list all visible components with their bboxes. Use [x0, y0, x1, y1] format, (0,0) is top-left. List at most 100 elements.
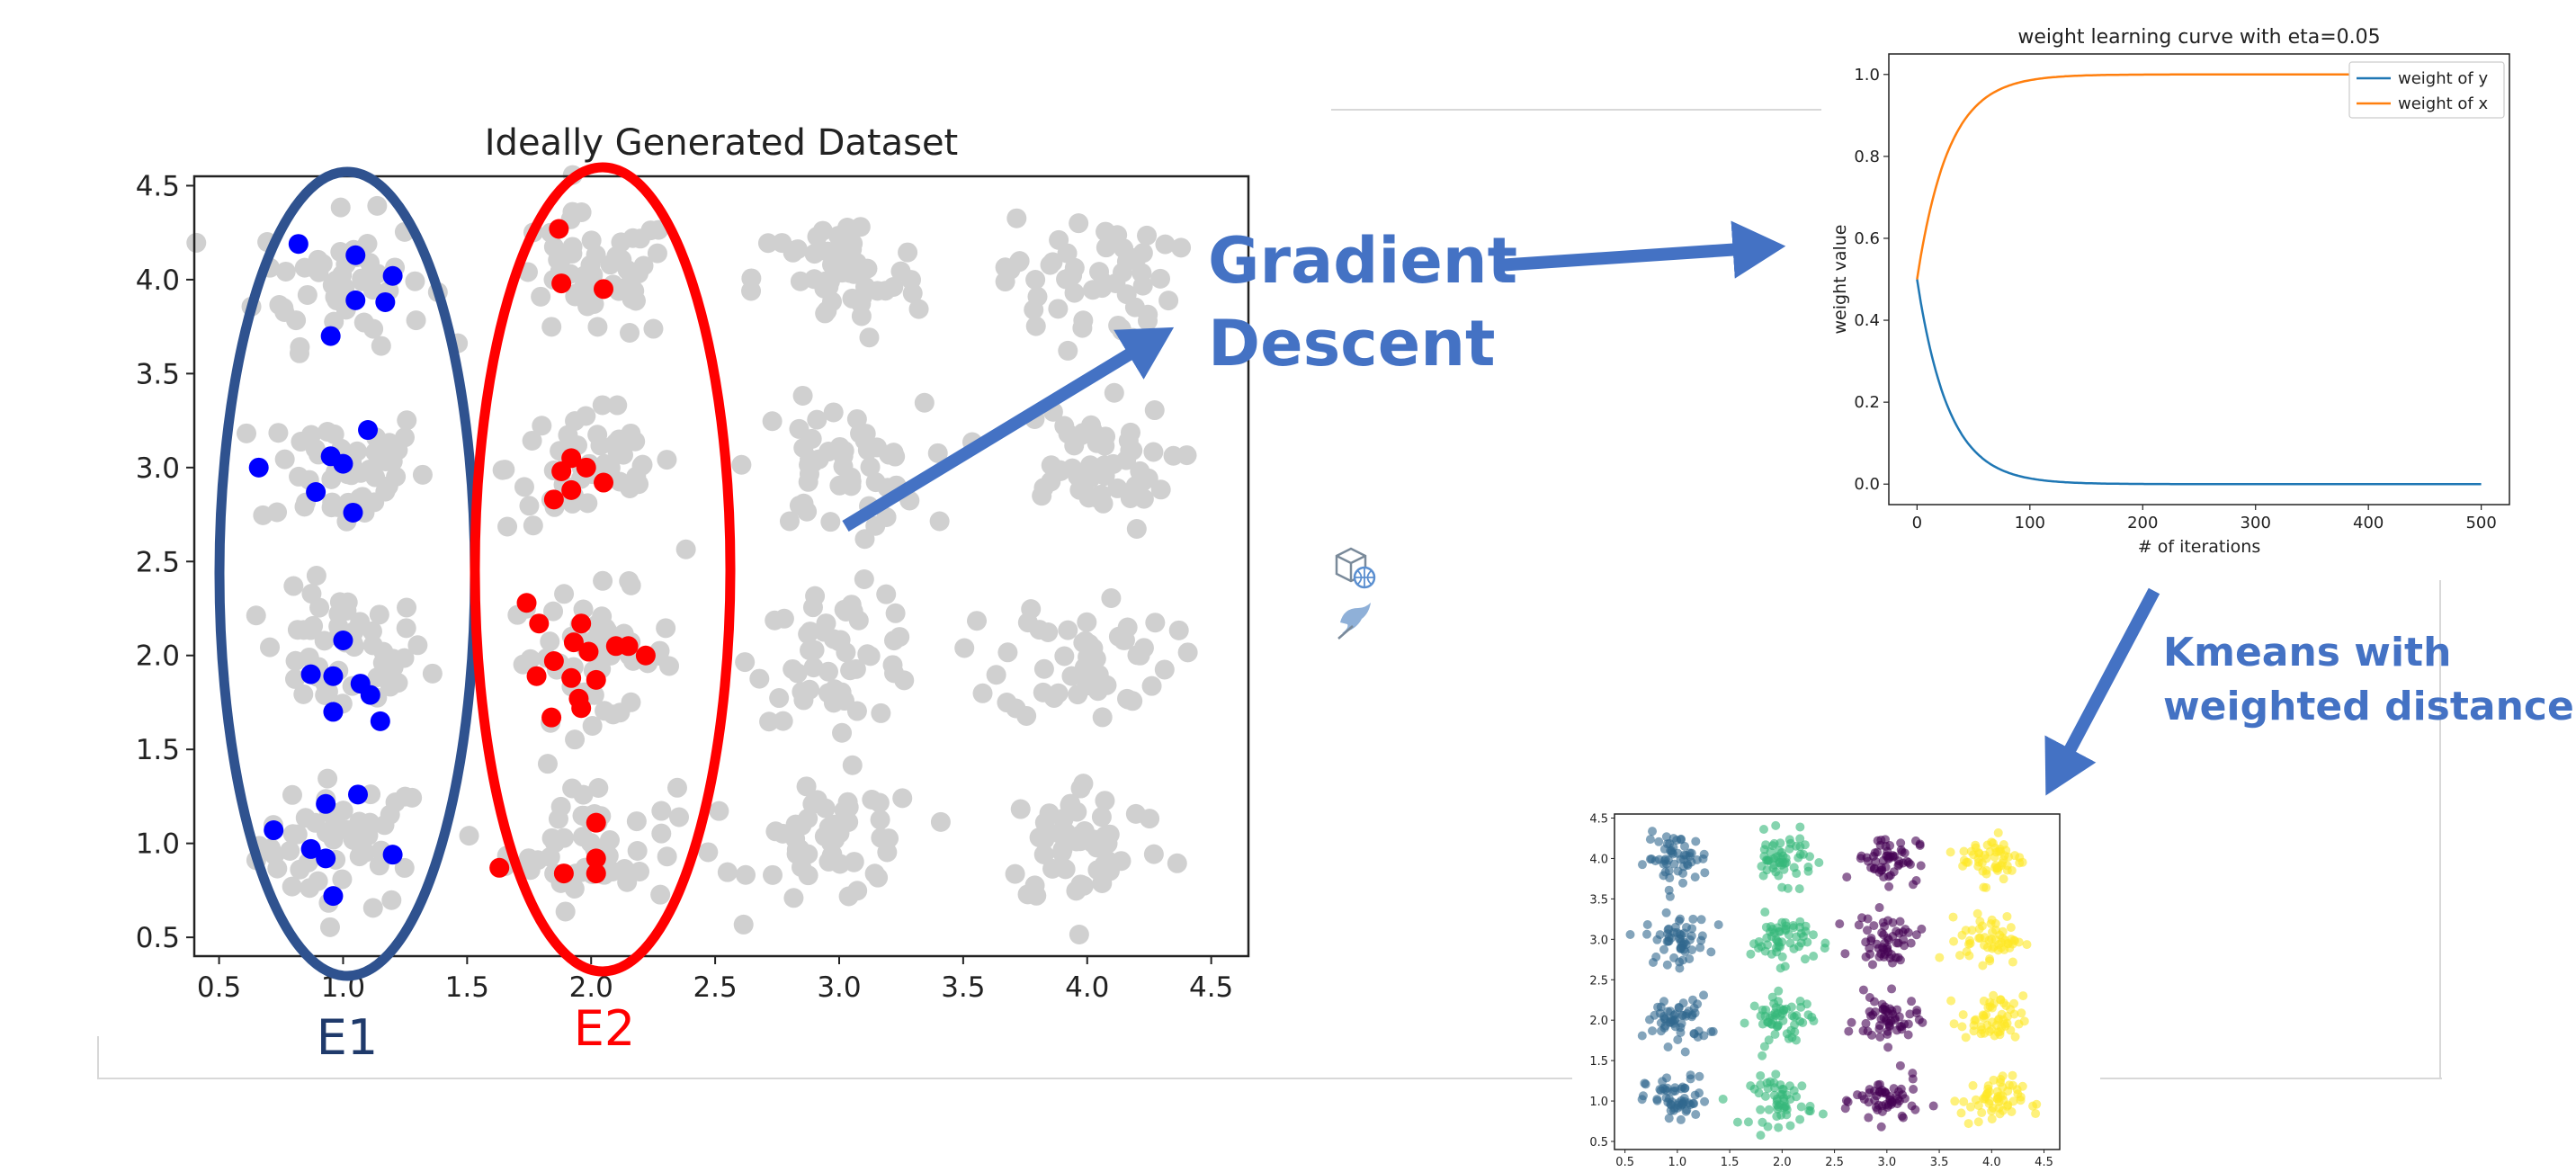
kmeans-point — [1699, 1031, 1709, 1041]
kmeans-point — [1794, 884, 1804, 894]
kmeans-point — [1883, 846, 1892, 856]
gray-point — [898, 242, 918, 263]
kmeans-point — [1867, 960, 1877, 970]
legend-entry: weight of y — [2398, 69, 2488, 88]
gray-point — [698, 842, 719, 863]
gray-point — [857, 644, 878, 665]
gray-point — [749, 668, 770, 689]
kmeans-point — [1800, 840, 1810, 850]
kmeans-point — [1754, 936, 1764, 946]
kmeans-point — [1880, 1087, 1890, 1097]
kmeans-point — [1663, 1042, 1673, 1052]
gray-point — [289, 343, 309, 363]
gray-point — [293, 620, 314, 640]
gray-point — [807, 409, 827, 430]
gray-point — [564, 879, 585, 899]
gray-point — [316, 822, 336, 843]
kmeans-point — [1689, 1029, 1699, 1039]
kmeans-point — [1844, 1026, 1854, 1036]
gray-point — [1056, 269, 1077, 290]
kmeans-point — [1642, 929, 1652, 939]
kmeans-point — [1999, 874, 2008, 884]
gray-point — [779, 511, 800, 532]
kmeans-point — [1978, 1010, 1988, 1020]
gray-point — [796, 776, 817, 797]
gray-point — [757, 233, 778, 254]
kmeans-point — [1680, 841, 1690, 851]
gray-point — [1069, 479, 1090, 500]
kmeans-point — [1691, 1110, 1701, 1120]
kmeans-point — [2008, 1096, 2018, 1106]
gray-point — [565, 411, 586, 432]
e1-point — [345, 290, 366, 310]
e1-point — [248, 457, 269, 478]
e1-point — [345, 245, 366, 265]
e2-point — [571, 698, 592, 719]
kmeans-point — [1763, 1084, 1773, 1094]
y-tick-label: 4.0 — [136, 264, 180, 297]
kmeans-point — [1970, 1015, 1980, 1025]
gray-point — [1006, 208, 1027, 228]
gray-point — [573, 784, 594, 805]
gray-point — [289, 466, 309, 487]
gray-point — [829, 823, 850, 844]
kmeans-point — [1999, 944, 2009, 954]
gray-point — [613, 444, 633, 465]
gray-point — [814, 622, 835, 642]
y-tick-label: 4.5 — [136, 170, 180, 202]
kmeans-point — [1698, 854, 1708, 863]
y-tick-label: 4.5 — [1589, 812, 1608, 826]
e2-point — [586, 848, 606, 869]
gray-point — [1171, 237, 1192, 258]
gray-point — [834, 801, 854, 821]
kmeans-point — [1959, 1096, 1969, 1106]
y-tick-label: 0.4 — [1854, 311, 1880, 330]
gray-point — [1176, 445, 1197, 466]
x-tick-label: 0.5 — [197, 971, 241, 1004]
kmeans-point — [2019, 1016, 2029, 1026]
gray-point — [792, 857, 812, 878]
gray-point — [967, 611, 988, 631]
gray-point — [260, 637, 281, 658]
e1-point — [323, 666, 344, 686]
gray-point — [326, 270, 346, 291]
e1-point — [323, 886, 344, 907]
kmeans-point — [1864, 1113, 1874, 1123]
kmeans-point — [1766, 922, 1775, 932]
kmeans-point — [1718, 1094, 1728, 1104]
kmeans-point — [1763, 1122, 1773, 1132]
gray-point — [1133, 488, 1154, 509]
kmeans-point — [1648, 827, 1658, 837]
gray-point — [577, 493, 598, 514]
kmeans-point — [1987, 1106, 1997, 1116]
gray-point — [1104, 382, 1124, 403]
y-tick-label: 3.0 — [1589, 934, 1608, 947]
kmeans-point — [1674, 1003, 1684, 1013]
kmeans-point — [1869, 921, 1879, 931]
kmeans-point — [1818, 1109, 1828, 1119]
kmeans-point — [1999, 854, 2008, 864]
gray-point — [318, 768, 338, 789]
kmeans-point — [2000, 1021, 2010, 1031]
kmeans-point — [1835, 919, 1845, 929]
gray-point — [306, 565, 326, 586]
kmeans-point — [1999, 998, 2008, 1008]
gray-point — [868, 867, 889, 888]
kmeans-point — [1770, 1029, 1780, 1039]
kmeans-point — [2006, 923, 2016, 933]
y-tick-label: 0.8 — [1854, 148, 1880, 166]
kmeans-point — [1873, 847, 1883, 857]
kmeans-point — [1991, 861, 2001, 871]
kmeans-point — [1883, 1029, 1892, 1039]
kmeans-point — [1756, 1131, 1766, 1141]
kmeans-point — [1949, 936, 1959, 946]
kmeans-point — [1883, 854, 1893, 864]
gray-point — [1095, 826, 1115, 846]
gray-point — [789, 418, 809, 439]
gray-point — [1145, 613, 1166, 633]
gray-point — [1058, 424, 1078, 444]
kmeans-point — [1767, 1010, 1777, 1020]
gray-point — [540, 631, 560, 652]
gray-point — [807, 227, 827, 247]
